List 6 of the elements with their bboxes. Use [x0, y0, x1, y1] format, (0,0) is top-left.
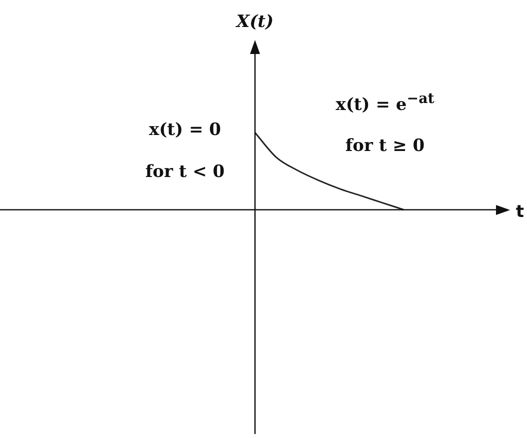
- annotation: x(t) = 0: [149, 120, 221, 140]
- x-axis-title: t: [516, 202, 524, 222]
- text: x(t) = e$^{−at}$: [336, 91, 434, 115]
- annotation: for t ≥ 0: [345, 136, 425, 156]
- text: X(t): [236, 12, 274, 32]
- annotation: for t < 0: [145, 162, 225, 182]
